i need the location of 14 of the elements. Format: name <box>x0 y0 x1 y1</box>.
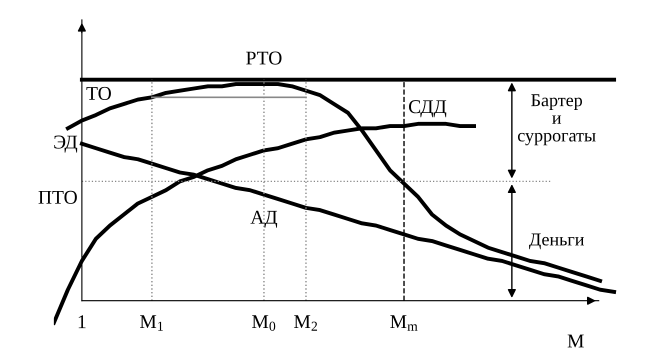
annotation: ЭД <box>54 136 78 153</box>
series-label: РТО <box>246 52 282 65</box>
annotation: Бартер и суррогаты <box>518 94 596 146</box>
ref-line-label: ПТО <box>38 190 77 204</box>
x-tick-label: M$_{1}$ <box>140 315 163 331</box>
x-tick-label: 1 <box>78 315 86 328</box>
series-label: СДД <box>409 100 446 118</box>
series-label: ТО <box>86 86 111 100</box>
x-axis-title: M <box>568 334 584 348</box>
x-tick-label: M$_{2}$ <box>294 315 318 331</box>
x-tick-label: M$_{m}$ <box>390 315 418 331</box>
series-label: АД <box>250 210 278 228</box>
x-tick-label: M$_{0}$ <box>252 315 276 331</box>
annotation: Деньги <box>529 234 584 250</box>
